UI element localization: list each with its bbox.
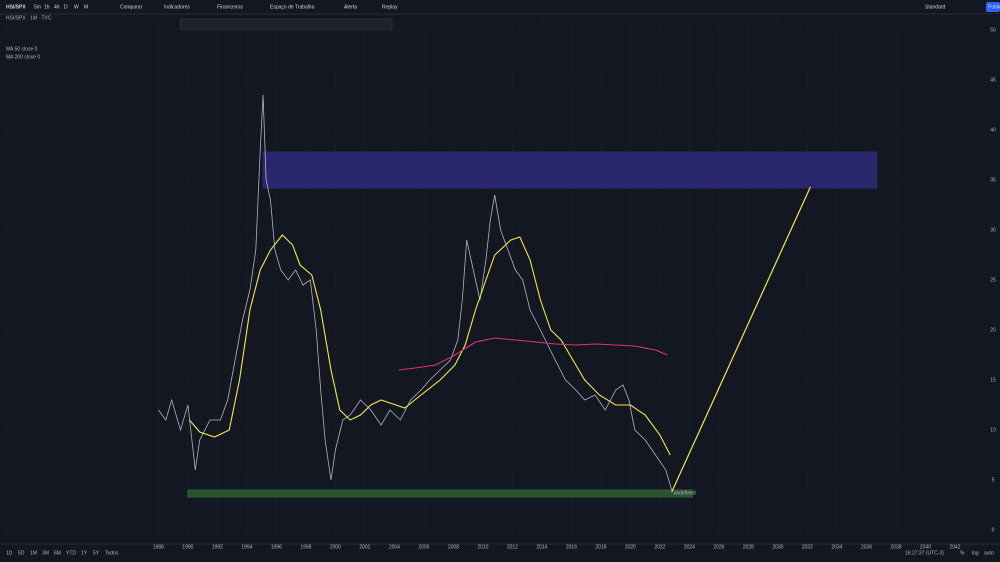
x-tick-label: 2036 <box>861 544 872 550</box>
y-tick-label: 50 <box>990 27 996 33</box>
top-toolbar: HSI/SPX 5m 1h 4h D W M Comparar Indicadores Finan… <box>0 0 1000 15</box>
y-tick-label: 15 <box>990 377 996 383</box>
layout-name[interactable]: Standard <box>925 4 946 10</box>
y-tick-label: 30 <box>990 227 996 233</box>
series-line <box>158 94 673 491</box>
publish-label[interactable]: Publicar <box>988 4 1000 10</box>
x-tick-label: 2006 <box>418 544 429 550</box>
range-button[interactable]: 1D <box>6 550 13 556</box>
x-tick-label: 2024 <box>684 544 695 550</box>
x-tick-label: 2032 <box>802 544 813 550</box>
x-tick-label: 1994 <box>241 544 252 550</box>
y-tick-label: 20 <box>990 327 996 333</box>
legend-entry[interactable]: MA 50 close 0 <box>6 46 38 52</box>
symbol: HSI/SPX <box>6 4 26 10</box>
toolbar-button[interactable]: Indicadores <box>164 4 190 10</box>
x-tick-label: 2000 <box>330 544 341 550</box>
legend-entry[interactable]: MA 200 close 0 <box>6 54 40 60</box>
right-strip <box>990 14 1000 544</box>
y-tick-label: 35 <box>990 177 996 183</box>
x-tick-label: 2020 <box>625 544 636 550</box>
range-button[interactable]: 6M <box>54 550 61 556</box>
x-tick-label: 2002 <box>359 544 370 550</box>
x-tick-label: 2042 <box>949 544 960 550</box>
interval[interactable]: 4h <box>54 4 60 10</box>
x-tick-label: 1990 <box>182 544 193 550</box>
zone <box>262 151 878 189</box>
x-tick-label: 2034 <box>831 544 842 550</box>
publish-button[interactable] <box>986 2 1000 12</box>
toolbar-button[interactable]: Financeiros <box>217 4 243 10</box>
series-line <box>398 337 668 371</box>
x-tick-label: 2022 <box>654 544 665 550</box>
interval[interactable]: W <box>74 4 79 10</box>
y-tick-label: 25 <box>990 277 996 283</box>
x-tick-label: 2018 <box>595 544 606 550</box>
toolbar-button[interactable]: Alerta <box>344 4 357 10</box>
x-tick-label: 2038 <box>890 544 901 550</box>
projection-line <box>671 186 811 493</box>
y-tick-label: 40 <box>990 127 996 133</box>
y-tick-label: 45 <box>990 77 996 83</box>
scale-option[interactable]: % <box>960 550 965 556</box>
range-button[interactable]: 1Y <box>81 550 88 556</box>
range-button[interactable]: 3M <box>42 550 49 556</box>
x-tick-label: 2014 <box>536 544 547 550</box>
annotation: undefined <box>674 490 696 496</box>
interval[interactable]: M <box>84 4 88 10</box>
interval[interactable]: 5m <box>34 4 41 10</box>
interval[interactable]: 1h <box>44 4 50 10</box>
drawing-toolbar-bg <box>179 18 393 31</box>
x-tick-label: 1988 <box>153 544 164 550</box>
x-tick-label: 2004 <box>389 544 400 550</box>
toolbar-button[interactable]: Replay <box>382 4 398 10</box>
x-tick-label: 1992 <box>212 544 223 550</box>
toolbar-button[interactable]: Espaço de Trabalho <box>270 4 315 10</box>
x-tick-label: 1996 <box>271 544 282 550</box>
y-tick-label: 5 <box>992 477 995 483</box>
x-tick-label: 2030 <box>772 544 783 550</box>
chart: 0 5 10 15 20 25 30 35 40 45 50 1988 1990 1992 1994 1996… <box>5 15 996 550</box>
zone <box>187 489 693 498</box>
range-button[interactable]: 5D <box>18 550 25 556</box>
toolbar-button[interactable]: Comparar <box>120 4 143 10</box>
y-tick-label: 10 <box>990 427 996 433</box>
x-tick-label: 2012 <box>507 544 518 550</box>
legend-title: HSI/SPX · 1M · TVC <box>6 15 52 21</box>
range-button[interactable]: 1M <box>30 550 37 556</box>
x-tick-label: 2008 <box>448 544 459 550</box>
x-tick-label: 2028 <box>743 544 754 550</box>
scale-option[interactable]: auto <box>984 550 994 556</box>
toolbar-bg <box>0 0 1000 14</box>
x-tick-label: 2016 <box>566 544 577 550</box>
clock: 16:27:37 (UTC-3) <box>905 550 944 556</box>
y-tick-label: 0 <box>992 527 995 533</box>
scale-option[interactable]: log <box>972 550 979 556</box>
series-line <box>188 234 671 456</box>
x-tick-label: 2010 <box>477 544 488 550</box>
x-tick-label: 2026 <box>713 544 724 550</box>
interval[interactable]: D <box>64 4 68 10</box>
range-button[interactable]: Todos <box>105 550 119 556</box>
range-button[interactable]: YTD <box>66 550 76 556</box>
x-tick-label: 1998 <box>300 544 311 550</box>
drawing-toolbar <box>179 18 393 31</box>
range-button[interactable]: 5Y <box>93 550 100 556</box>
x-tick-label: 2040 <box>920 544 931 550</box>
